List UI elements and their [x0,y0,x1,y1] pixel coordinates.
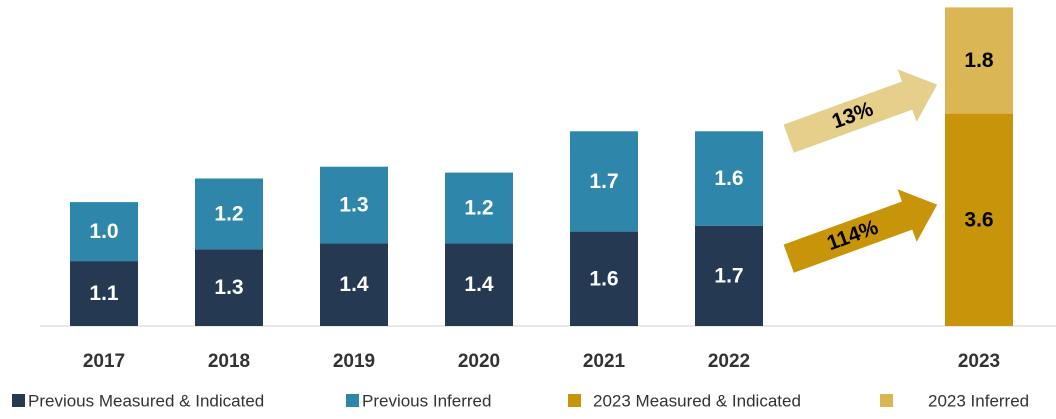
data-label: 1.4 [464,273,494,296]
legend-swatch [568,394,581,407]
x-tick-label: 2021 [583,351,626,372]
data-label: 1.2 [464,197,493,220]
data-label: 1.8 [964,49,994,72]
data-label: 1.6 [714,167,743,190]
x-tick-label: 2023 [958,351,1000,372]
bar-segment [70,261,138,326]
x-tick-label: 2018 [208,351,250,372]
x-tick-label: 2020 [458,351,500,372]
bar-segment [320,166,388,244]
bar-segment [945,113,1013,326]
legend-label: 2023 Measured & Indicated [593,391,801,410]
bar-segment [695,225,763,326]
x-tick-label: 2017 [83,351,125,372]
data-label: 1.3 [214,276,243,299]
data-label: 1.6 [589,267,618,290]
bar-segment [570,231,638,326]
bar-segment [945,7,1013,114]
data-label: 1.7 [589,170,618,193]
legend-swatch [880,394,893,407]
bar-segment [570,131,638,232]
bar-segment [695,131,763,226]
legend-label: Previous Measured & Indicated [28,391,264,410]
data-label: 1.3 [339,194,368,217]
bar-segment [445,172,513,244]
x-tick-label: 2022 [708,351,750,372]
data-label: 1.7 [714,264,743,287]
data-label: 3.6 [964,208,993,231]
arrow-measured: 114% [783,189,938,273]
bar-segment [445,243,513,326]
bar-segment [195,249,263,326]
arrow-inferred: 13% [783,69,938,153]
x-tick-label: 2019 [333,351,375,372]
legend-swatch [346,394,359,407]
data-label: 1.0 [89,220,118,243]
data-label: 1.4 [339,273,369,296]
bar-segment [320,243,388,326]
bar-segment [195,178,263,250]
data-label: 1.2 [214,202,243,225]
legend-swatch [12,394,25,407]
data-label: 1.1 [89,282,119,305]
legend-label: 2023 Inferred [928,391,1029,410]
bar-segment [70,202,138,262]
legend-label: Previous Inferred [362,391,491,410]
